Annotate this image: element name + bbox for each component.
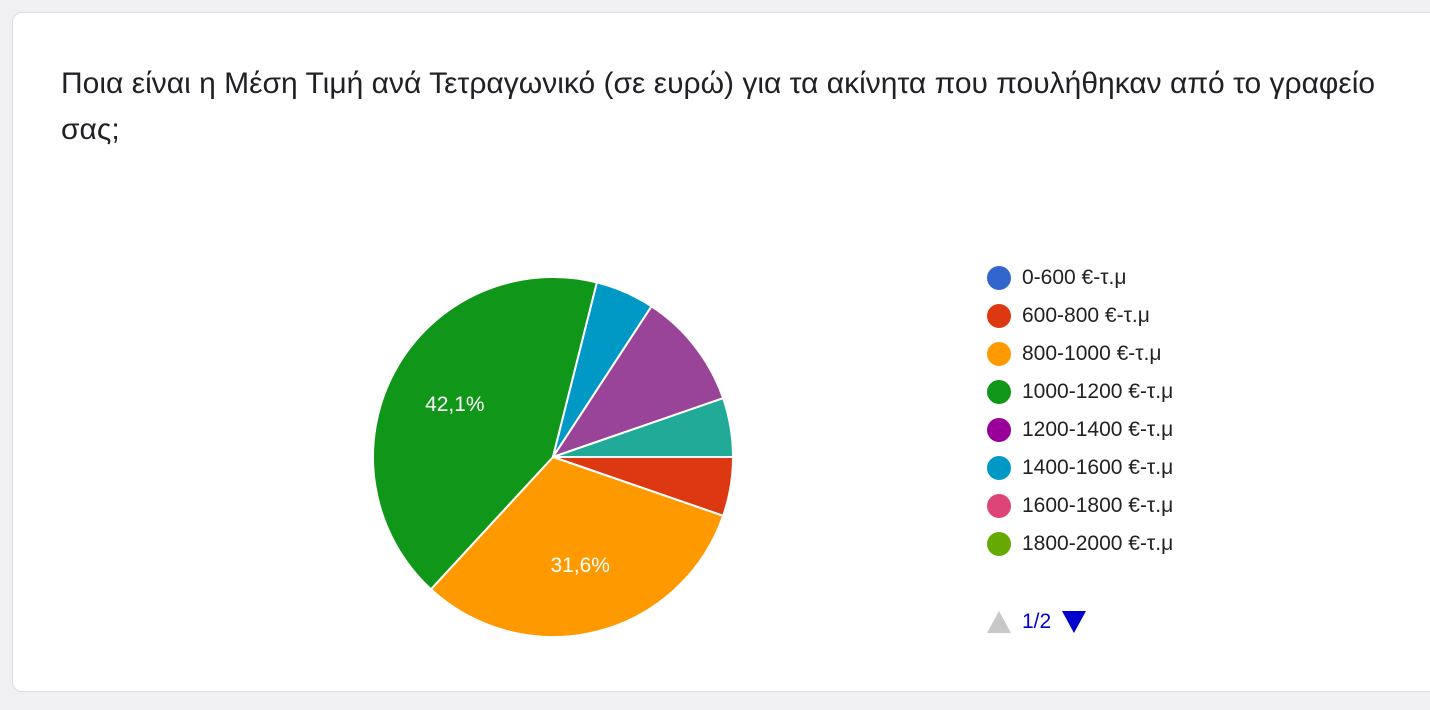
- legend-page-indicator: 1/2: [1022, 610, 1052, 633]
- legend-swatch: [987, 380, 1011, 404]
- legend-label: 1200-1400 €-τ.μ: [1022, 418, 1174, 441]
- legend-label: 1000-1200 €-τ.μ: [1022, 380, 1174, 403]
- legend-swatch: [987, 494, 1011, 518]
- legend-item: 0-600 €-τ.μ: [987, 259, 1173, 297]
- legend-item: 1000-1200 €-τ.μ: [987, 373, 1173, 411]
- legend-swatch: [987, 342, 1011, 366]
- legend-label: 1400-1600 €-τ.μ: [1022, 456, 1174, 479]
- pie-slice: [372, 276, 599, 591]
- legend-item: 1800-2000 €-τ.μ: [987, 525, 1173, 563]
- legend-label: 600-800 €-τ.μ: [1022, 304, 1150, 327]
- legend-swatch: [987, 456, 1011, 480]
- legend-swatch: [987, 532, 1011, 556]
- legend-item: 800-1000 €-τ.μ: [987, 335, 1173, 373]
- triangle-down-icon[interactable]: [1062, 611, 1087, 633]
- legend-item: 1600-1800 €-τ.μ: [987, 487, 1173, 525]
- legend-item: 1200-1400 €-τ.μ: [987, 411, 1173, 449]
- legend-swatch: [987, 266, 1011, 290]
- legend-label: 1600-1800 €-τ.μ: [1022, 494, 1174, 517]
- legend-label: 800-1000 €-τ.μ: [1022, 342, 1162, 365]
- question-card: Ποια είναι η Μέση Τιμή ανά Τετραγωνικό (…: [12, 12, 1430, 692]
- slice-data-label: 31,6%: [550, 554, 610, 577]
- pie-slice: [429, 455, 725, 638]
- slice-data-label: 42,1%: [425, 393, 485, 416]
- legend-swatch: [987, 304, 1011, 328]
- legend-label: 1800-2000 €-τ.μ: [1022, 532, 1174, 555]
- pie-slice: [550, 304, 725, 459]
- pie-chart: 31,6% 42,1%: [372, 276, 735, 638]
- legend-swatch: [987, 418, 1011, 442]
- legend-pager: 1/2: [987, 610, 1087, 634]
- legend-label: 0-600 €-τ.μ: [1022, 266, 1127, 289]
- chart-legend: 0-600 €-τ.μ 600-800 €-τ.μ 800-1000 €-τ.μ 10…: [987, 259, 1173, 563]
- triangle-up-icon[interactable]: [987, 611, 1011, 633]
- legend-item: 600-800 €-τ.μ: [987, 297, 1173, 335]
- legend-item: 1400-1600 €-τ.μ: [987, 449, 1173, 487]
- pie-slice: [552, 396, 735, 458]
- question-title: Ποια είναι η Μέση Τιμή ανά Τετραγωνικό (…: [61, 67, 1376, 146]
